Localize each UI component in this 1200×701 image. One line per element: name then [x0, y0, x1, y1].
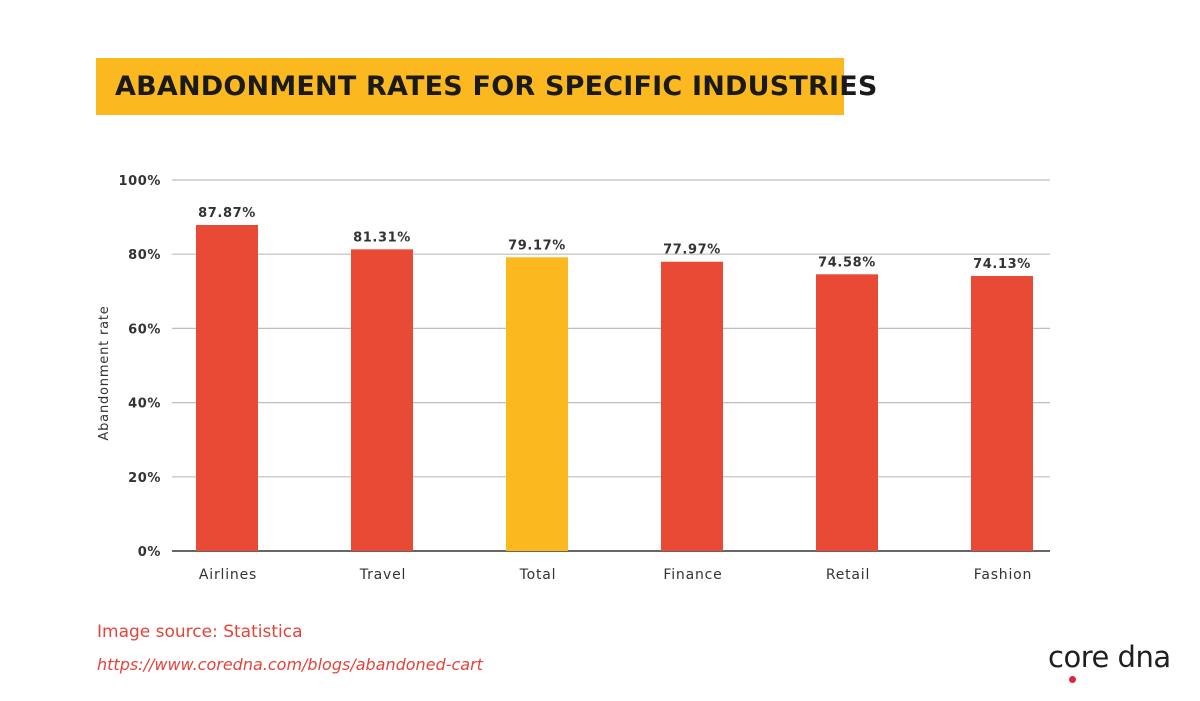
- y-tick-label: 20%: [128, 471, 161, 486]
- data-label: 87.87%: [198, 206, 256, 221]
- x-tick-label: Total: [519, 567, 557, 583]
- bar: [971, 275, 1033, 551]
- logo-dot-icon: [1068, 676, 1076, 683]
- x-tick-label: Airlines: [199, 567, 257, 583]
- image-source-text: Image source: Statistica: [97, 622, 303, 642]
- y-axis-label: Abandonment rate: [97, 305, 112, 440]
- bar: [351, 249, 413, 551]
- source-url-link[interactable]: https://www.coredna.com/blogs/abandoned-…: [97, 655, 483, 674]
- y-tick-label: 0%: [138, 545, 161, 560]
- title-banner: ABANDONMENT RATES FOR SPECIFIC INDUSTRIE…: [96, 58, 877, 115]
- data-label: 74.13%: [973, 257, 1031, 272]
- x-tick-label: Fashion: [974, 567, 1032, 583]
- y-tick-label: 60%: [128, 322, 161, 337]
- y-tick-label: 80%: [128, 248, 161, 263]
- bar: [196, 225, 258, 551]
- data-label: 77.97%: [663, 243, 721, 258]
- x-tick-label: Travel: [359, 567, 406, 583]
- bar: [661, 261, 723, 551]
- y-tick-label: 40%: [128, 397, 161, 412]
- data-label: 81.31%: [353, 230, 411, 245]
- coredna-logo: co re dna: [1048, 640, 1171, 683]
- data-label: 74.58%: [818, 255, 876, 270]
- x-tick-label: Finance: [663, 567, 722, 583]
- data-label: 79.17%: [508, 238, 566, 253]
- chart-title: ABANDONMENT RATES FOR SPECIFIC INDUSTRIE…: [115, 71, 878, 102]
- bar: [816, 274, 878, 551]
- bar: [506, 257, 568, 551]
- y-tick-label: 100%: [118, 174, 161, 189]
- x-tick-label: Retail: [826, 567, 870, 583]
